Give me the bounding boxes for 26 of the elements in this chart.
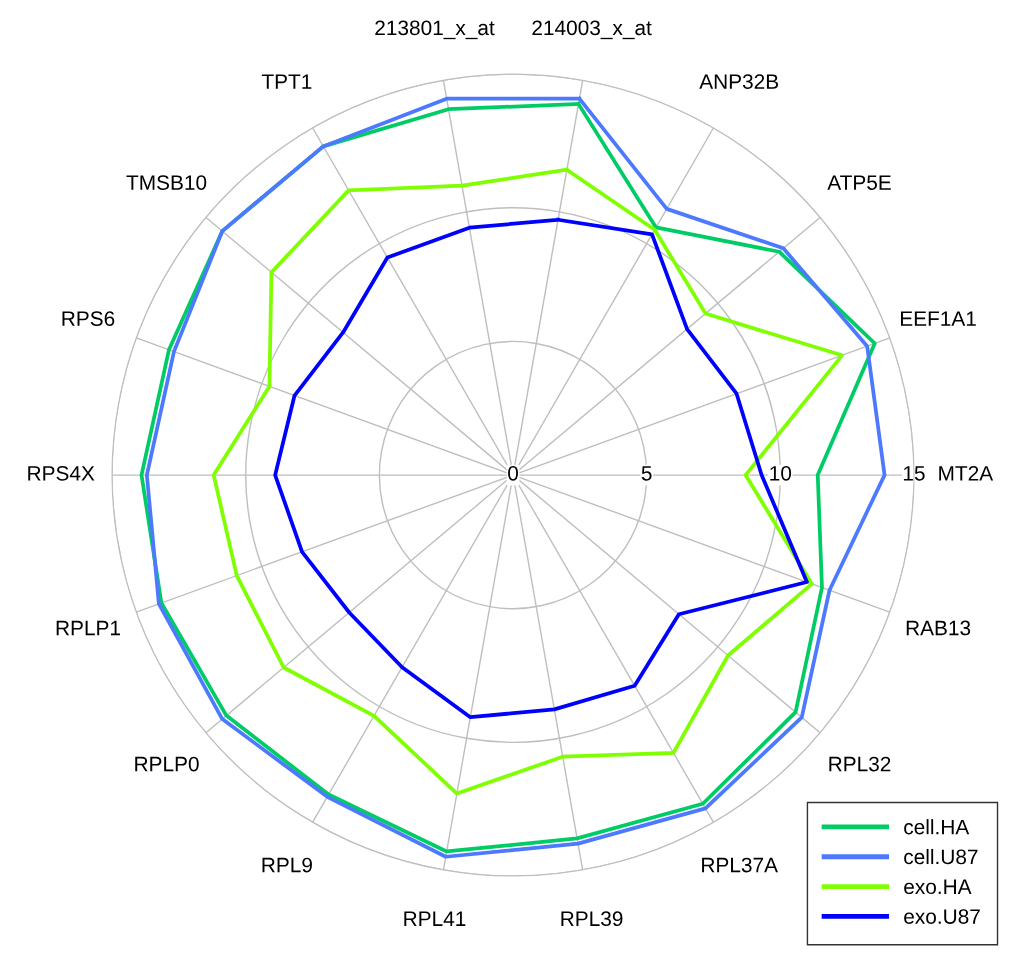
spoke-label: RPLP1 xyxy=(56,620,120,636)
spoke-label: RPS6 xyxy=(62,311,115,326)
legend-label: cell.HA xyxy=(904,819,970,835)
spoke-label: ATP5E xyxy=(827,175,891,190)
spoke-label: RPL41 xyxy=(404,911,466,926)
spoke-label: RPL32 xyxy=(829,756,891,772)
spoke-label: RAB13 xyxy=(906,620,971,636)
spoke-label: 213801_x_at xyxy=(375,20,495,40)
spoke-label: EEF1A1 xyxy=(900,311,976,326)
spoke-label: TPT1 xyxy=(261,74,312,89)
spoke-label: TMSB10 xyxy=(126,175,207,190)
legend-label: cell.U87 xyxy=(904,848,978,865)
y-tick-label: 10 xyxy=(770,465,792,481)
y-tick-label: 5 xyxy=(641,466,652,481)
spoke-label: RPL39 xyxy=(561,911,623,927)
spoke-label: MT2A xyxy=(939,465,994,481)
y-tick-label: 0 xyxy=(508,465,519,481)
spoke-label: 214003_x_at xyxy=(532,20,652,40)
spoke-label: RPS4X xyxy=(28,465,95,481)
spoke-label: RPLP0 xyxy=(135,756,199,772)
spoke-label: ANP32B xyxy=(699,74,779,89)
legend-label: exo.HA xyxy=(904,879,972,895)
spoke-label: RPL37A xyxy=(702,857,778,873)
legend-label: exo.U87 xyxy=(904,909,980,924)
y-tick-label: 15 xyxy=(903,466,925,481)
spoke-label: RPL9 xyxy=(262,857,312,873)
